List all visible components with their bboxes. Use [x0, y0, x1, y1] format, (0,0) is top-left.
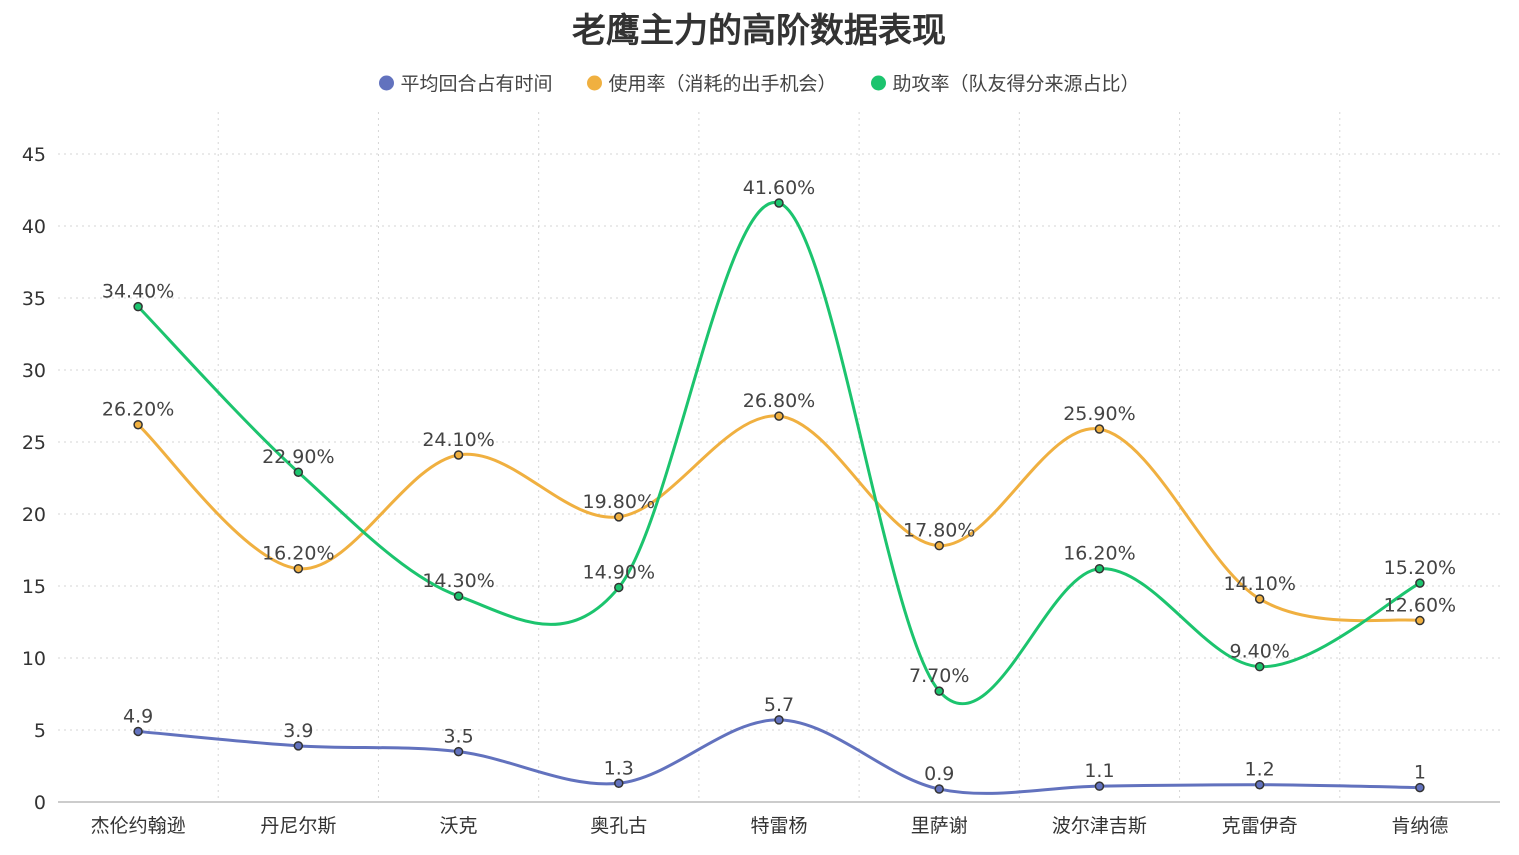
- data-label: 7.70%: [909, 665, 969, 687]
- data-point: [614, 582, 624, 593]
- data-label: 26.20%: [102, 399, 174, 421]
- y-tick-label: 20: [22, 504, 46, 526]
- x-tick-label: 特雷杨: [750, 815, 807, 837]
- data-point: [453, 450, 464, 460]
- data-point: [1254, 661, 1265, 672]
- y-tick-label: 0: [34, 792, 46, 814]
- data-label: 12.60%: [1384, 595, 1456, 617]
- data-point: [774, 198, 784, 208]
- legend: 平均回合占有时间 使用率（消耗的出手机会） 助攻率（队友得分来源占比）: [379, 73, 1140, 95]
- data-label: 15.20%: [1384, 557, 1456, 579]
- y-tick-label: 40: [22, 216, 46, 238]
- data-label: 16.20%: [262, 543, 334, 565]
- data-label: 9.40%: [1229, 641, 1289, 663]
- data-point: [774, 715, 784, 725]
- data-label: 16.20%: [1063, 543, 1135, 565]
- data-label: 14.90%: [583, 561, 655, 583]
- data-point: [1415, 782, 1425, 793]
- data-point: [934, 686, 944, 696]
- data-label: 1.1: [1084, 760, 1114, 782]
- data-point: [293, 563, 304, 574]
- axes: 0 5 10 15 20 25 30 35 40 45 杰伦约翰逊 丹尼尔斯 沃克 奥孔古 特雷杨 里萨谢 波尔…: [22, 144, 1500, 837]
- data-label: 3.9: [283, 720, 313, 742]
- data-point: [1415, 615, 1425, 626]
- data-label: 34.40%: [102, 281, 174, 303]
- data-point: [133, 419, 143, 430]
- data-point: [774, 411, 784, 421]
- chart-title: 老鹰主力的高阶数据表现: [572, 11, 946, 51]
- y-tick-label: 25: [22, 432, 46, 454]
- data-point: [614, 512, 624, 522]
- y-tick-label: 35: [22, 288, 46, 310]
- x-tick-label: 丹尼尔斯: [260, 815, 336, 837]
- data-label: 5.7: [764, 694, 794, 716]
- data-label: 22.90%: [262, 446, 334, 468]
- data-point: [133, 726, 143, 737]
- series-line: [137, 718, 1420, 795]
- data-label: 1: [1414, 762, 1426, 784]
- y-tick-label: 5: [34, 720, 46, 742]
- legend-marker: [379, 75, 394, 91]
- data-label: 14.30%: [422, 570, 494, 592]
- x-tick-label: 里萨谢: [911, 815, 968, 837]
- x-tick-label: 奥孔古: [590, 815, 647, 837]
- data-label: 14.10%: [1223, 573, 1295, 595]
- legend-label: 平均回合占有时间: [401, 73, 553, 95]
- data-point: [1094, 424, 1105, 434]
- x-tick-label: 肯纳德: [1391, 815, 1448, 837]
- y-tick-label: 45: [22, 144, 46, 166]
- series-points: [133, 198, 1425, 794]
- data-point: [453, 746, 464, 757]
- data-label: 26.80%: [743, 390, 815, 412]
- legend-label: 助攻率（队友得分来源占比）: [893, 73, 1140, 95]
- legend-label: 使用率（消耗的出手机会）: [609, 73, 837, 95]
- data-point: [133, 301, 143, 312]
- grid: [58, 112, 1500, 802]
- data-label: 17.80%: [903, 520, 975, 542]
- data-point: [293, 741, 304, 751]
- y-tick-label: 30: [22, 360, 46, 382]
- data-label: 3.5: [443, 726, 473, 748]
- data-label: 1.2: [1245, 759, 1275, 781]
- legend-marker: [587, 75, 602, 91]
- y-tick-label: 10: [22, 648, 46, 670]
- data-label: 1.3: [604, 757, 634, 779]
- data-label: 25.90%: [1063, 403, 1135, 425]
- x-tick-label: 波尔津吉斯: [1052, 815, 1147, 837]
- x-tick-label: 沃克: [440, 815, 478, 837]
- data-point: [1094, 781, 1105, 791]
- data-label: 4.9: [123, 705, 153, 727]
- data-point: [1254, 594, 1265, 604]
- data-point: [1094, 563, 1105, 574]
- data-point: [1254, 779, 1265, 790]
- x-tick-label: 杰伦约翰逊: [91, 815, 186, 837]
- y-tick-label: 15: [22, 576, 46, 598]
- data-point: [293, 467, 304, 477]
- data-label: 41.60%: [743, 177, 815, 199]
- data-label: 19.80%: [583, 491, 655, 513]
- data-point: [614, 778, 624, 789]
- data-labels: 4.9 3.9 3.5 1.3 5.7 0.9 1.1 1.2 1 26.20% 16.20% 24.…: [102, 177, 1456, 785]
- x-tick-label: 克雷伊奇: [1222, 815, 1298, 837]
- legend-marker: [871, 75, 886, 91]
- data-label: 0.9: [924, 763, 954, 785]
- data-point: [934, 540, 944, 551]
- data-point: [1415, 578, 1425, 588]
- data-point: [453, 591, 464, 601]
- data-point: [934, 784, 944, 794]
- data-label: 24.10%: [422, 429, 494, 451]
